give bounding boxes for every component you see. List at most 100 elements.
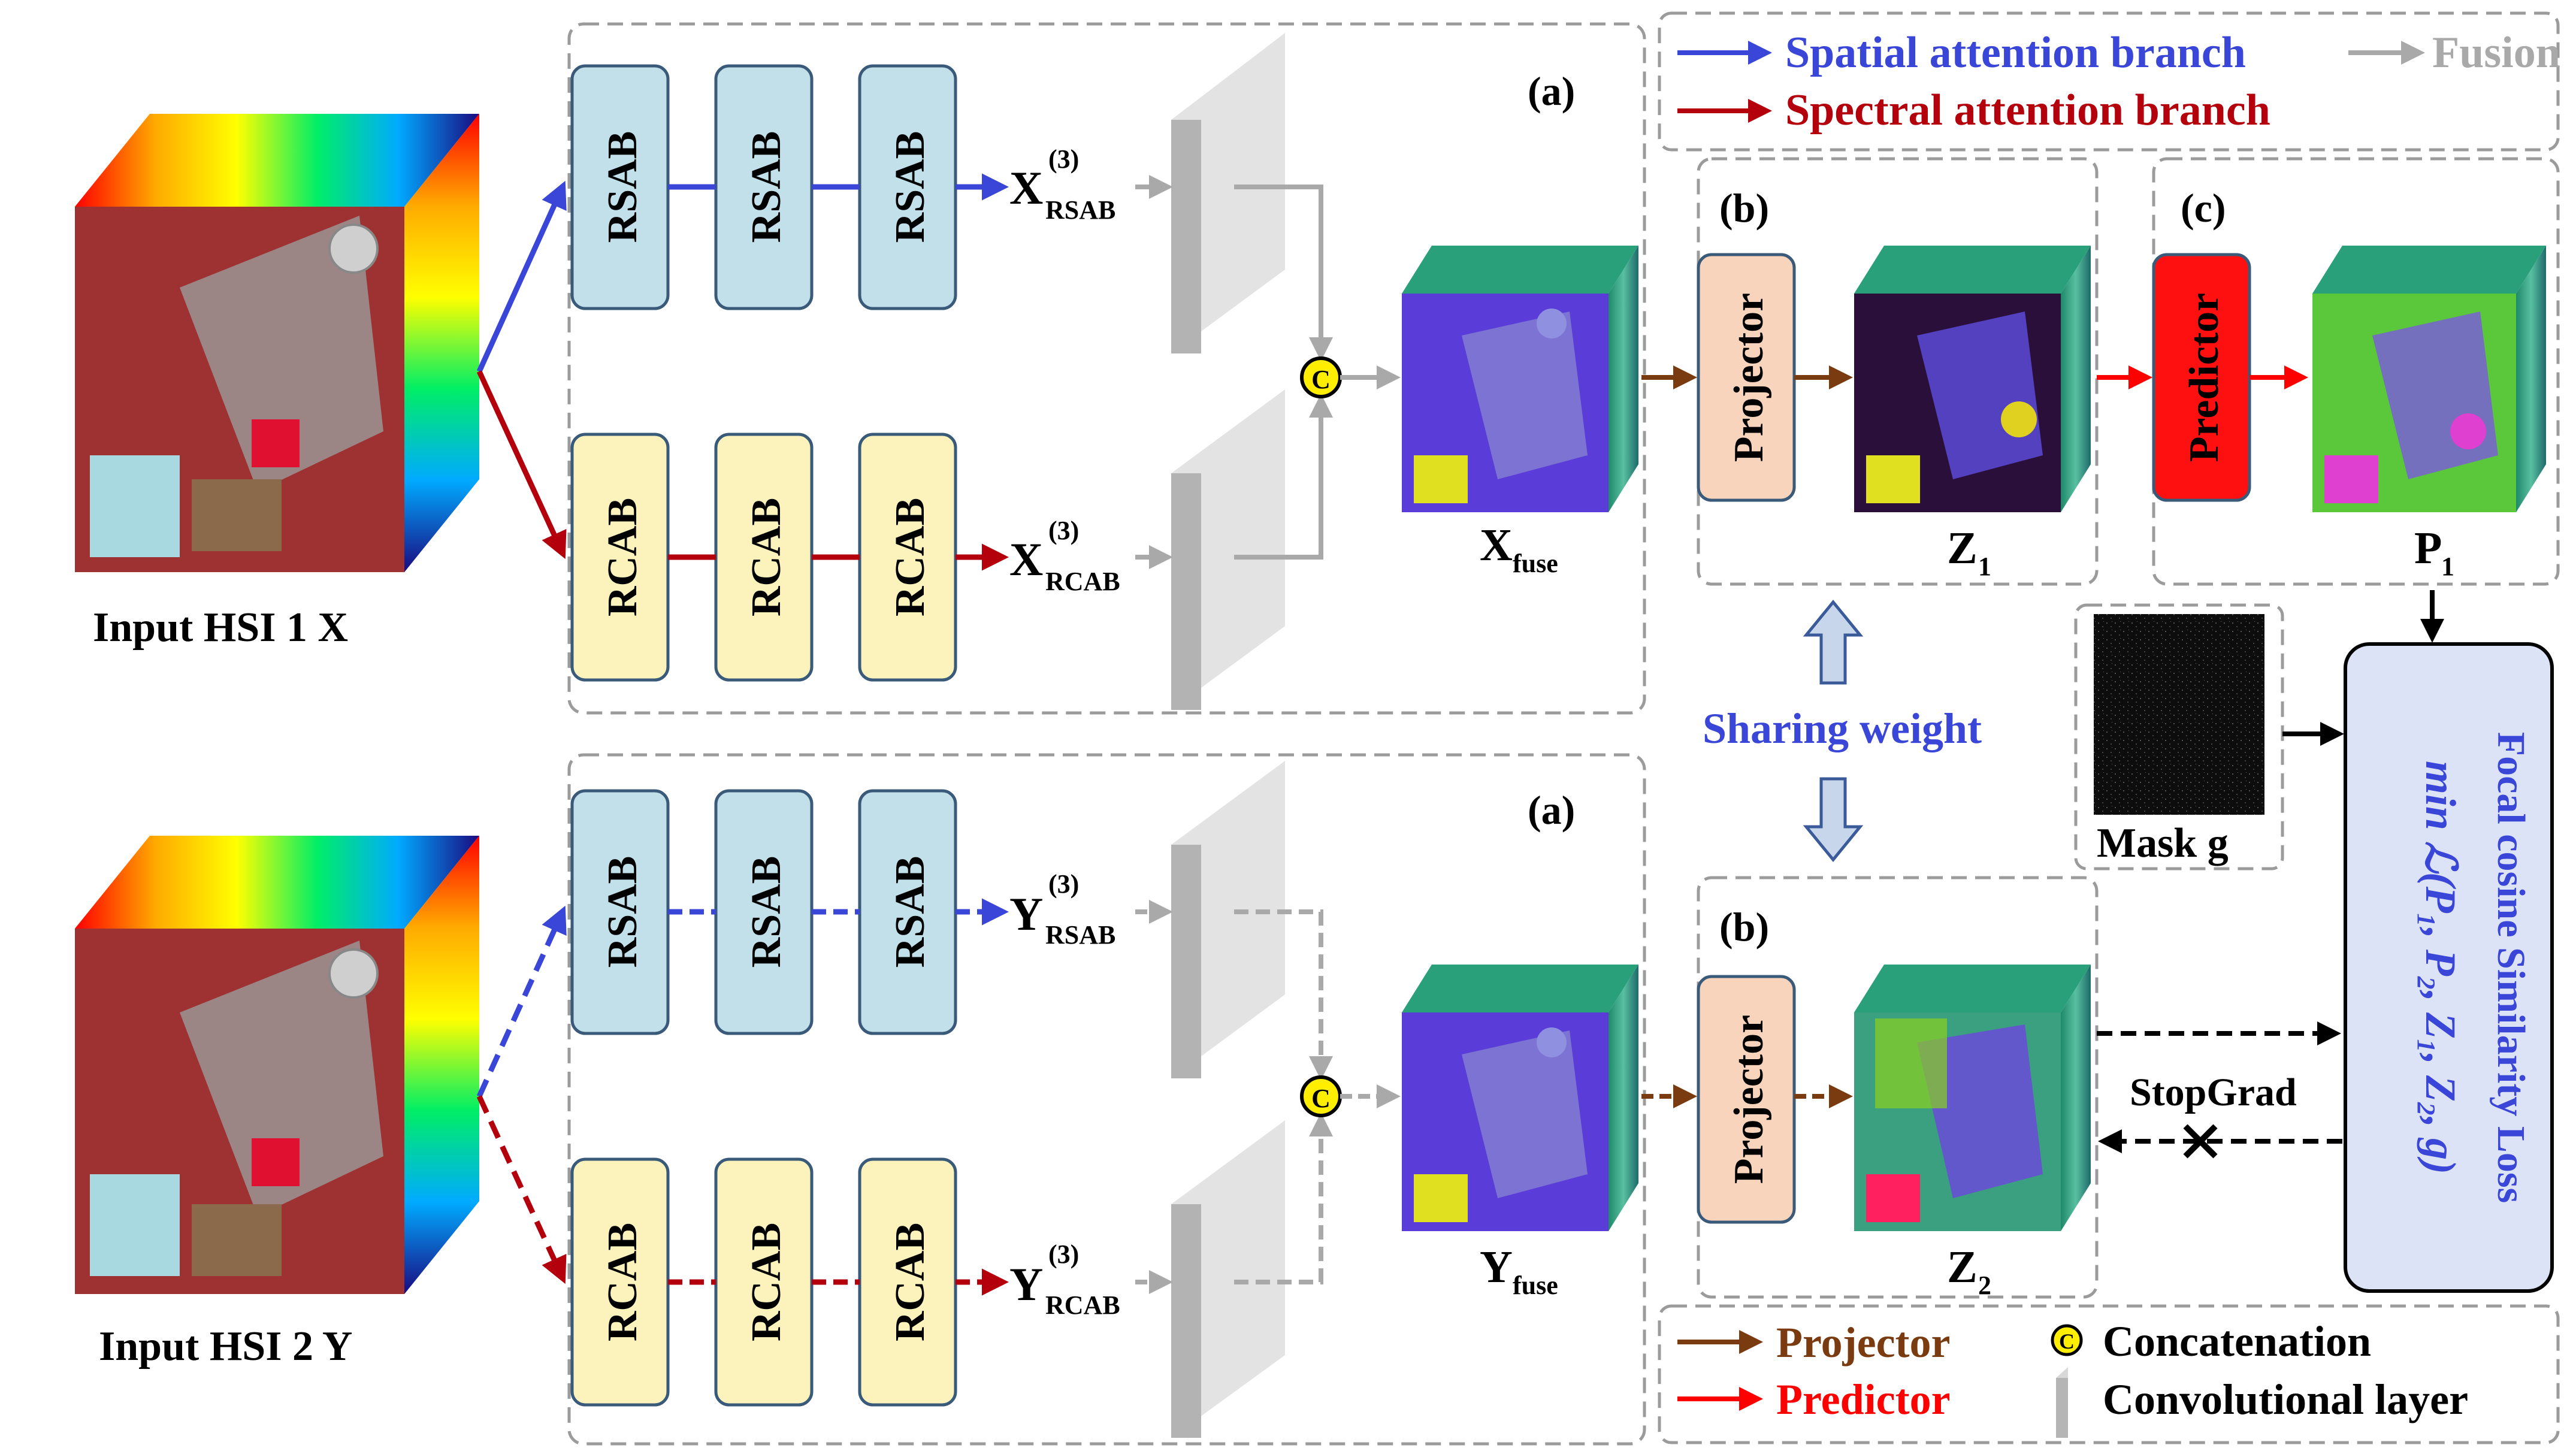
- mask-label: Mask g: [2097, 820, 2229, 866]
- rcab-block-label: RCAB: [743, 1223, 790, 1341]
- y-to-rsab-arrow: [476, 905, 567, 1098]
- panel-a-top-label: (a): [1528, 68, 1575, 114]
- z1-label: Z 1: [1947, 523, 1991, 581]
- loss-box: [2344, 642, 2554, 1293]
- svg-text:RSAB: RSAB: [1045, 195, 1115, 225]
- conv-layer-top-2: [1171, 389, 1285, 710]
- svg-text:RSAB: RSAB: [1045, 920, 1115, 950]
- legend-spectral-label: Spectral attention branch: [1785, 86, 2270, 135]
- projector-block-bottom-label: Projector: [1726, 1015, 1772, 1184]
- input-hsi-x-label: Input HSI 1 X: [93, 604, 348, 651]
- y-rsab-output-label: Y (3) RSAB: [1009, 869, 1115, 950]
- mask-image: [2094, 614, 2264, 815]
- y-fuse-cube: [1402, 965, 1638, 1231]
- rcab-block-label: RCAB: [887, 498, 933, 616]
- svg-text:X: X: [1480, 520, 1513, 570]
- svg-text:P: P: [2414, 523, 2442, 573]
- svg-text:fuse: fuse: [1513, 549, 1558, 578]
- x-rcab-output-label: X (3) RCAB: [1009, 516, 1120, 596]
- legend-concatenation-label: Concatenation: [2103, 1317, 2371, 1365]
- rsab-block-label: RSAB: [600, 856, 646, 968]
- concat-symbol-top-letter: C: [1311, 365, 1331, 394]
- svg-text:1: 1: [1978, 552, 1991, 581]
- svg-text:RCAB: RCAB: [1045, 567, 1120, 596]
- input-hsi-x-cube: [75, 114, 479, 572]
- x-fuse-cube: [1402, 246, 1638, 512]
- legend-concat-symbol-letter: C: [2059, 1329, 2075, 1353]
- conv-layer-top-1: [1171, 33, 1285, 353]
- legend-spatial-label: Spatial attention branch: [1785, 28, 2246, 77]
- z2-cube: [1854, 965, 2091, 1231]
- svg-text:Y: Y: [1009, 888, 1043, 940]
- y-rcab-output-label: Y (3) RCAB: [1009, 1240, 1120, 1320]
- conv-to-concat-arrow: [1234, 394, 1333, 560]
- z2-label: Z 2: [1947, 1242, 1991, 1300]
- mask-panel: [2074, 603, 2284, 870]
- svg-text:fuse: fuse: [1513, 1271, 1558, 1300]
- rcab-block-label: RCAB: [887, 1223, 933, 1341]
- y-to-rcab-arrow: [476, 1095, 567, 1284]
- svg-text:Z: Z: [1947, 523, 1978, 573]
- y-fuse-label: Y fuse: [1480, 1242, 1558, 1300]
- svg-text:Y: Y: [1480, 1242, 1513, 1292]
- x-fuse-label: X fuse: [1480, 520, 1558, 578]
- projector-block-top-label: Projector: [1726, 293, 1772, 462]
- rsab-block-label: RSAB: [887, 856, 933, 968]
- projector-block-bottom: [1697, 975, 1796, 1224]
- legend-top: Spatial attention branch Fusion Spectral…: [1658, 11, 2560, 152]
- rsab-block-label: RSAB: [600, 131, 646, 243]
- rsab-block-label: RSAB: [743, 856, 790, 968]
- legend-bottom: Projector Predictor C Concatenation Conv…: [1658, 1304, 2560, 1444]
- x-rsab-output-label: X (3) RSAB: [1009, 144, 1115, 225]
- p1-cube: [2312, 246, 2546, 512]
- input-hsi-y-cube: [75, 836, 479, 1294]
- svg-text:1: 1: [2441, 552, 2454, 581]
- rsab-row-top: RSAB RSAB RSAB: [570, 64, 1009, 310]
- legend-concat-symbol: [2051, 1324, 2083, 1356]
- rcab-block-label: RCAB: [600, 1223, 646, 1341]
- rsab-block-label: RSAB: [743, 131, 790, 243]
- rcab-row-bottom: RCAB RCAB RCAB: [570, 1157, 1009, 1407]
- rsab-row-bottom: RSAB RSAB RSAB: [570, 789, 1009, 1035]
- svg-text:(3): (3): [1048, 516, 1079, 545]
- svg-text:2: 2: [1978, 1271, 1991, 1300]
- panel-c-label: (c): [2181, 185, 2226, 231]
- conv-layer-bottom-1: [1171, 761, 1285, 1078]
- legend-conv-label: Convolutional layer: [2103, 1376, 2468, 1423]
- sharing-weight-label: Sharing weight: [1703, 705, 1982, 752]
- panel-a-top: [567, 22, 1646, 715]
- panel-a-bottom: [567, 753, 1646, 1446]
- sharing-weight-up-arrow: [1803, 600, 1864, 685]
- svg-text:(3): (3): [1048, 869, 1079, 899]
- loss-title: Focal cosine Similarity Loss: [2489, 732, 2533, 1203]
- predictor-block-label: Predictor: [2181, 293, 2227, 462]
- input-hsi-y-label: Input HSI 2 Y: [99, 1323, 352, 1370]
- sharing-weight-down-arrow: [1803, 777, 1864, 862]
- stopgrad-label: StopGrad: [2130, 1071, 2297, 1114]
- conv-to-concat-arrow: [1234, 185, 1333, 361]
- svg-text:Y: Y: [1009, 1258, 1043, 1310]
- rcab-block-label: RCAB: [600, 498, 646, 616]
- panel-a-bottom-label: (a): [1528, 787, 1575, 833]
- p1-label: P 1: [2414, 523, 2454, 581]
- svg-text:(3): (3): [1048, 1240, 1079, 1269]
- rcab-block-label: RCAB: [743, 498, 790, 616]
- rcab-row-top: RCAB RCAB RCAB: [570, 433, 1009, 682]
- svg-text:X: X: [1009, 162, 1043, 214]
- z1-cube: [1854, 246, 2091, 512]
- svg-text:Z: Z: [1947, 1242, 1978, 1292]
- legend-fusion-label: Fusion: [2432, 28, 2560, 77]
- concat-symbol-bottom-letter: C: [1311, 1084, 1331, 1113]
- svg-text:X: X: [1009, 533, 1043, 585]
- x-to-rcab-arrow: [476, 370, 567, 560]
- panel-b-bottom-label: (b): [1719, 904, 1769, 950]
- legend-projector-label: Projector: [1776, 1319, 1950, 1367]
- conv-layer-bottom-2: [1171, 1120, 1285, 1438]
- legend-predictor-label: Predictor: [1776, 1376, 1951, 1423]
- x-to-rsab-arrow: [476, 180, 567, 373]
- rsab-block-label: RSAB: [887, 131, 933, 243]
- loss-formula: min ℒ(P₁, P₂, Z₁, Z₂, g): [2417, 761, 2465, 1174]
- panel-b-top-label: (b): [1719, 185, 1769, 231]
- stopgrad-cross-icon: [2183, 1124, 2218, 1159]
- svg-text:RCAB: RCAB: [1045, 1290, 1120, 1320]
